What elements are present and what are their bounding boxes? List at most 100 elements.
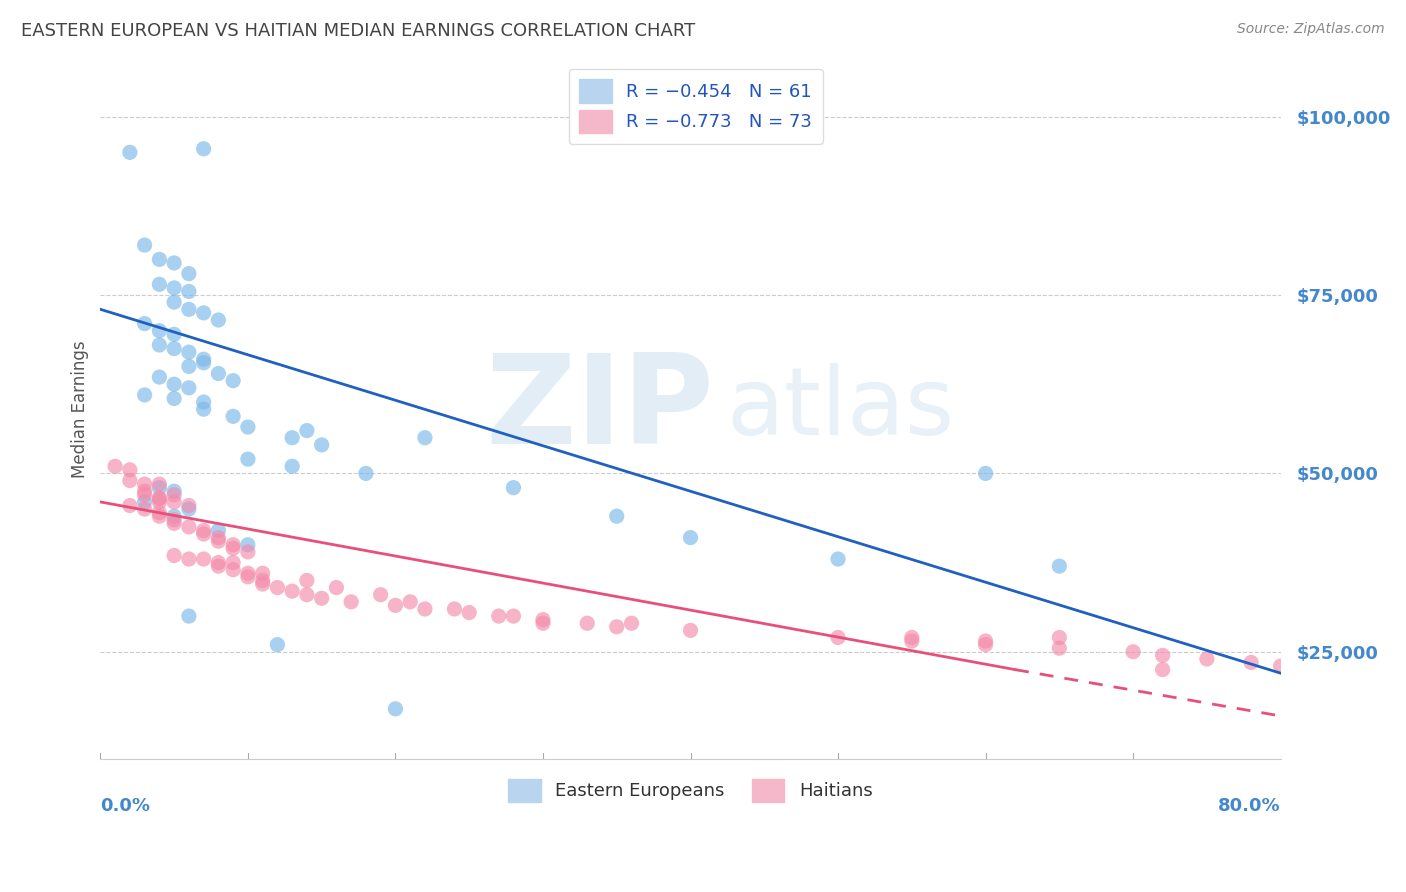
Point xyxy=(163,295,186,310)
Point xyxy=(134,477,156,491)
Text: EASTERN EUROPEAN VS HAITIAN MEDIAN EARNINGS CORRELATION CHART: EASTERN EUROPEAN VS HAITIAN MEDIAN EARNI… xyxy=(21,22,696,40)
Point xyxy=(370,588,392,602)
Point xyxy=(384,702,406,716)
Point xyxy=(177,502,200,516)
Point xyxy=(1047,631,1070,645)
Point xyxy=(193,142,215,156)
Point xyxy=(148,477,170,491)
Point xyxy=(148,324,170,338)
Point xyxy=(118,474,141,488)
Point xyxy=(531,613,554,627)
Point xyxy=(311,591,333,606)
Point xyxy=(193,352,215,367)
Text: ZIP: ZIP xyxy=(485,349,714,470)
Point xyxy=(606,620,628,634)
Point xyxy=(236,570,259,584)
Point xyxy=(458,606,481,620)
Point xyxy=(974,634,997,648)
Point xyxy=(399,595,422,609)
Point xyxy=(222,563,245,577)
Legend: Eastern Europeans, Haitians: Eastern Europeans, Haitians xyxy=(498,768,883,813)
Point xyxy=(1270,659,1292,673)
Point xyxy=(384,599,406,613)
Point xyxy=(207,556,229,570)
Point xyxy=(118,499,141,513)
Point xyxy=(531,616,554,631)
Point xyxy=(325,581,347,595)
Point xyxy=(222,409,245,424)
Point xyxy=(295,574,318,588)
Point xyxy=(148,252,170,267)
Point xyxy=(222,541,245,556)
Point xyxy=(207,367,229,381)
Point xyxy=(163,513,186,527)
Point xyxy=(281,431,304,445)
Point xyxy=(193,527,215,541)
Point xyxy=(193,552,215,566)
Point xyxy=(252,574,274,588)
Text: Source: ZipAtlas.com: Source: ZipAtlas.com xyxy=(1237,22,1385,37)
Point xyxy=(252,577,274,591)
Point xyxy=(163,256,186,270)
Point xyxy=(207,534,229,549)
Point xyxy=(163,516,186,531)
Point xyxy=(193,356,215,370)
Point xyxy=(1240,656,1263,670)
Y-axis label: Median Earnings: Median Earnings xyxy=(72,341,89,478)
Point xyxy=(148,481,170,495)
Point xyxy=(177,520,200,534)
Point xyxy=(502,481,524,495)
Point xyxy=(148,491,170,506)
Point xyxy=(177,381,200,395)
Point xyxy=(1152,648,1174,663)
Point xyxy=(163,281,186,295)
Point xyxy=(295,424,318,438)
Point xyxy=(104,459,127,474)
Point xyxy=(295,588,318,602)
Point xyxy=(148,509,170,524)
Point xyxy=(177,302,200,317)
Point xyxy=(134,495,156,509)
Point xyxy=(236,420,259,434)
Point xyxy=(827,631,849,645)
Point xyxy=(118,463,141,477)
Point xyxy=(148,506,170,520)
Point xyxy=(134,388,156,402)
Point xyxy=(193,524,215,538)
Point xyxy=(163,488,186,502)
Point xyxy=(148,495,170,509)
Point xyxy=(134,502,156,516)
Point xyxy=(413,602,436,616)
Point xyxy=(163,495,186,509)
Point xyxy=(134,238,156,252)
Point xyxy=(974,638,997,652)
Point xyxy=(236,545,259,559)
Point xyxy=(177,499,200,513)
Text: 80.0%: 80.0% xyxy=(1218,797,1281,815)
Point xyxy=(901,631,924,645)
Point xyxy=(340,595,363,609)
Point xyxy=(901,634,924,648)
Point xyxy=(222,374,245,388)
Point xyxy=(488,609,510,624)
Point xyxy=(502,609,524,624)
Point xyxy=(266,638,288,652)
Point xyxy=(620,616,643,631)
Point xyxy=(207,313,229,327)
Point xyxy=(207,524,229,538)
Point xyxy=(281,459,304,474)
Point xyxy=(266,581,288,595)
Point xyxy=(1047,641,1070,656)
Point xyxy=(281,584,304,599)
Point xyxy=(193,395,215,409)
Point xyxy=(134,488,156,502)
Point xyxy=(177,552,200,566)
Point xyxy=(576,616,599,631)
Point xyxy=(606,509,628,524)
Point xyxy=(163,392,186,406)
Point xyxy=(177,359,200,374)
Point xyxy=(413,431,436,445)
Point xyxy=(1195,652,1218,666)
Point xyxy=(177,345,200,359)
Point xyxy=(148,370,170,384)
